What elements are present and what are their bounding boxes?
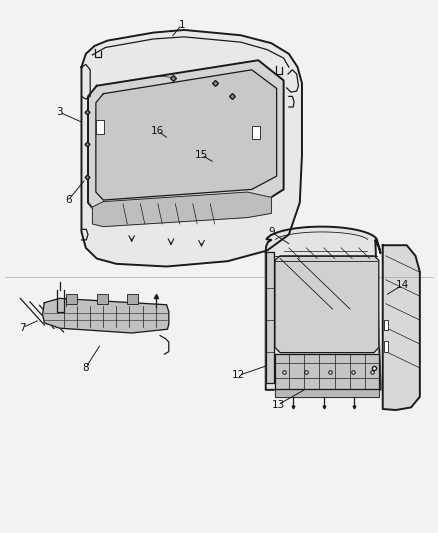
Bar [252, 126, 260, 139]
Text: 16: 16 [151, 126, 165, 136]
Polygon shape [275, 354, 379, 389]
Text: 15: 15 [195, 150, 208, 160]
Bar [96, 120, 104, 134]
Text: 8: 8 [82, 362, 89, 373]
Text: 7: 7 [19, 322, 26, 333]
Polygon shape [92, 192, 272, 227]
Polygon shape [266, 252, 274, 383]
Polygon shape [81, 30, 302, 266]
Text: 9: 9 [268, 227, 275, 237]
Bar [384, 341, 389, 352]
Polygon shape [275, 389, 379, 397]
Bar [127, 294, 138, 304]
Polygon shape [88, 60, 284, 213]
Text: 6: 6 [65, 195, 72, 205]
Polygon shape [266, 227, 381, 390]
Text: 14: 14 [396, 280, 409, 290]
Polygon shape [96, 70, 277, 200]
Bar [66, 294, 77, 304]
Polygon shape [383, 245, 420, 410]
Text: 12: 12 [232, 370, 245, 381]
Polygon shape [275, 256, 379, 353]
Text: 1: 1 [179, 20, 185, 30]
Text: 13: 13 [271, 400, 285, 410]
Bar [97, 294, 108, 304]
Text: 3: 3 [57, 107, 63, 117]
Bar [384, 320, 389, 330]
Polygon shape [42, 298, 169, 333]
